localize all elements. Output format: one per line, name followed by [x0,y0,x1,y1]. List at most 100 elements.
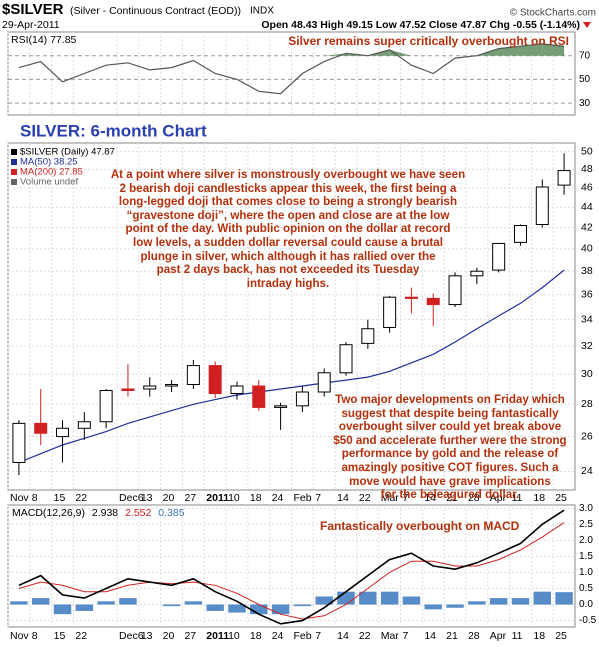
rsi-legend: RSI(14) 77.85 [11,34,77,46]
histogram-bar [271,604,290,615]
histogram-bar [380,591,399,605]
rsi-legend-box [9,33,85,46]
x-tick-label: Nov [10,492,29,504]
candle-body [252,385,266,408]
x-tick-label: 8 [32,492,38,504]
legend-entry: $SILVER (Daily) 47.87 [20,147,115,158]
candle-body [295,391,309,407]
x-tick-label: 22 [75,630,87,642]
candle-body [339,344,353,374]
x-tick-label: 28 [468,630,480,642]
x-tick-label: Nov [10,630,29,642]
y-tick-label: 2.5 [579,519,593,530]
x-tick-label: 2011 [206,492,229,504]
x-tick-label: 22 [359,492,371,504]
y-tick-label: 3.0 [579,503,593,514]
histogram-bar [75,604,94,611]
histogram-bar [162,604,181,607]
x-tick-label: 8 [32,630,38,642]
histogram-bar [206,604,224,611]
candle-body [12,422,26,463]
date: 29-Apr-2011 [2,19,60,31]
x-tick-label: 15 [54,630,66,642]
annotation-line: Two major developments on Friday which [335,393,565,406]
y-tick-label: 42 [581,221,593,233]
x-tick-label: 11 [512,492,523,504]
annotation-2: Two major developments on Friday which su… [300,393,599,502]
x-tick-label: Feb [294,492,312,504]
annotation-line: plunge in silver, which although it has … [140,249,436,263]
x-tick-label: 25 [555,630,567,642]
annotation-line: point of the day. With public opinion on… [125,222,451,236]
y-tick-label: 46 [581,182,593,194]
candle-body [557,170,571,186]
x-tick-label: 18 [533,492,545,504]
candle-body [230,385,244,395]
y-tick-label: 36 [581,289,593,301]
histogram-bar [31,598,50,605]
down-arrow [583,22,591,28]
rsi-annotation: Silver remains super critically overboug… [288,34,569,48]
x-tick-label: 27 [184,630,196,642]
candle-body [34,422,48,434]
legend-swatch [11,149,17,155]
x-tick-label: 24 [272,630,284,642]
histogram-bar [228,604,246,613]
macd-annotation: Fantastically overbought on MACD [320,519,520,533]
annotation-line: performance by gold and the release of [341,447,559,461]
y-tick-label: 2.0 [579,535,593,546]
annotation-line: past 2 days back, has not exceeded its T… [156,263,420,277]
copyright: © StockCharts.com [510,8,596,19]
x-tick-label: 18 [250,630,262,642]
candle-body [56,427,70,438]
macd-legend-title: MACD(12,26,9) [12,507,85,519]
candle-body [165,384,179,387]
histogram-bar [533,591,552,605]
symbol: $SILVER [2,1,64,18]
histogram-bar [468,601,486,605]
histogram-bar [250,604,268,615]
candle-body [361,328,375,344]
signal-line [18,522,565,620]
y-tick-label: 0.5 [579,583,593,594]
rsi-line [18,43,565,95]
histogram-bar [97,601,115,605]
histogram-bar [424,604,442,610]
x-tick-label: 14 [424,492,436,504]
x-tick-label: Mar [381,492,400,504]
x-tick-label: 7 [315,630,321,642]
x-tick-label: 14 [337,630,349,642]
x-tick-label: 2011 [206,630,229,642]
y-tick-label: 28 [581,398,593,410]
x-tick-label: 28 [468,492,480,504]
candle-body [317,372,331,393]
candle-body [274,405,288,408]
x-tick-label: Feb [294,630,312,642]
annotation-line: suggest that despite being fantastically [341,406,559,420]
x-tick-label: 11 [512,630,523,642]
candle-body [208,365,222,395]
x-tick-label: 14 [424,630,436,642]
histogram-bar [337,591,355,605]
candle-body [143,385,157,390]
y-tick-label: 32 [581,340,593,352]
annotation-line: long-legged doji that comes close to bei… [118,195,458,209]
annotation-line: $50 and accelerate further were the stro… [333,433,567,447]
histogram-bar [511,598,530,605]
x-tick-label: 20 [163,630,175,642]
histogram-bar [555,592,573,605]
y-tick-label: 44 [581,201,593,213]
x-tick-label: 21 [446,492,458,504]
annotation-line: At a point where silver is monstrously o… [110,168,466,181]
histogram-bar [184,601,203,605]
annotation-line: intraday highs. [246,276,330,290]
y-tick-label: 38 [581,265,593,277]
exchange: INDX [250,6,274,17]
annotation-line: 2 bearish doji candlesticks appear this … [119,181,457,195]
candle-body [492,242,506,271]
x-tick-label: 10 [228,492,240,504]
legend-entry: MA(50) 38.25 [20,157,78,168]
x-tick-label: 25 [555,492,567,504]
annotation-line: low levels, a sudden dollar reversal cou… [133,235,443,249]
